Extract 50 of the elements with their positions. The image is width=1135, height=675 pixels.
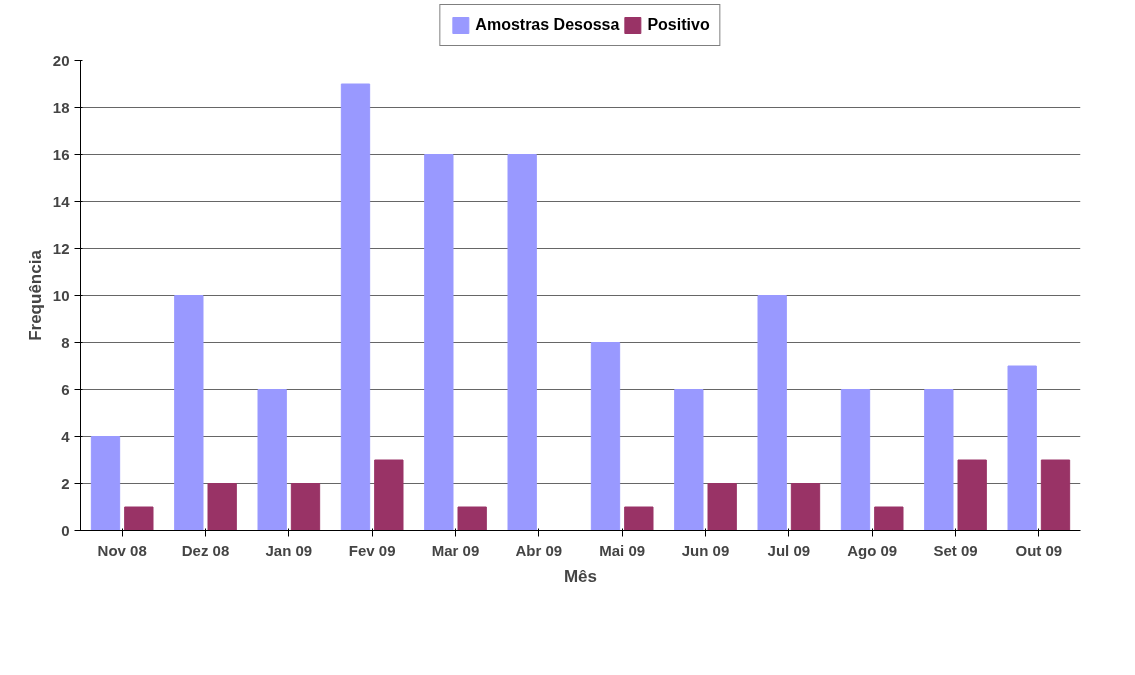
bar <box>457 506 487 531</box>
x-tick-label: Jul 09 <box>767 541 811 559</box>
y-tick-label: 20 <box>52 51 70 69</box>
y-tick-label: 10 <box>52 286 70 304</box>
y-tick-label: 16 <box>52 145 70 163</box>
bar <box>174 295 204 531</box>
y-axis-title: Frequência <box>25 249 45 341</box>
y-tick-label: 8 <box>61 333 70 351</box>
y-tick-label: 2 <box>61 474 70 492</box>
x-tick-label: Abr 09 <box>515 541 563 559</box>
x-tick-label: Mar 09 <box>431 541 480 559</box>
legend-label: Positivo <box>647 16 710 34</box>
y-tick-label: 4 <box>61 427 71 445</box>
bar <box>507 154 537 531</box>
bar <box>674 389 704 531</box>
bar <box>924 389 954 531</box>
bar <box>124 506 154 531</box>
legend-label: Amostras Desossa <box>475 16 620 34</box>
y-tick-label: 0 <box>61 521 70 539</box>
x-tick-label: Dez 08 <box>181 541 230 559</box>
y-tick-label: 18 <box>52 98 70 116</box>
bar <box>90 436 121 531</box>
x-tick-label: Set 09 <box>933 541 978 559</box>
y-tick-label: 6 <box>61 380 70 398</box>
bar <box>874 506 904 531</box>
x-axis-title: Mês <box>563 566 598 586</box>
y-tick-label: 14 <box>52 192 71 210</box>
x-tick-label: Ago 09 <box>847 541 898 559</box>
bar <box>1040 459 1071 531</box>
bar <box>840 389 871 531</box>
bar <box>424 154 454 531</box>
bar <box>374 459 404 531</box>
x-tick-label: Jun 09 <box>681 541 730 559</box>
bar <box>957 459 987 531</box>
x-tick-label: Fev 09 <box>348 541 396 559</box>
bar <box>340 83 371 531</box>
bar <box>707 483 737 531</box>
y-tick-label: 12 <box>52 239 70 257</box>
bar <box>590 342 621 531</box>
bar <box>257 389 287 531</box>
x-tick-label: Out 09 <box>1015 541 1063 559</box>
x-tick-label: Mai 09 <box>599 541 646 559</box>
bar <box>790 483 821 531</box>
x-tick-label: Jan 09 <box>265 541 313 559</box>
bar <box>1007 365 1037 531</box>
bar <box>624 506 654 531</box>
bar <box>290 483 321 531</box>
x-tick-label: Nov 08 <box>97 541 147 559</box>
bar <box>207 483 237 531</box>
bar <box>757 295 787 531</box>
